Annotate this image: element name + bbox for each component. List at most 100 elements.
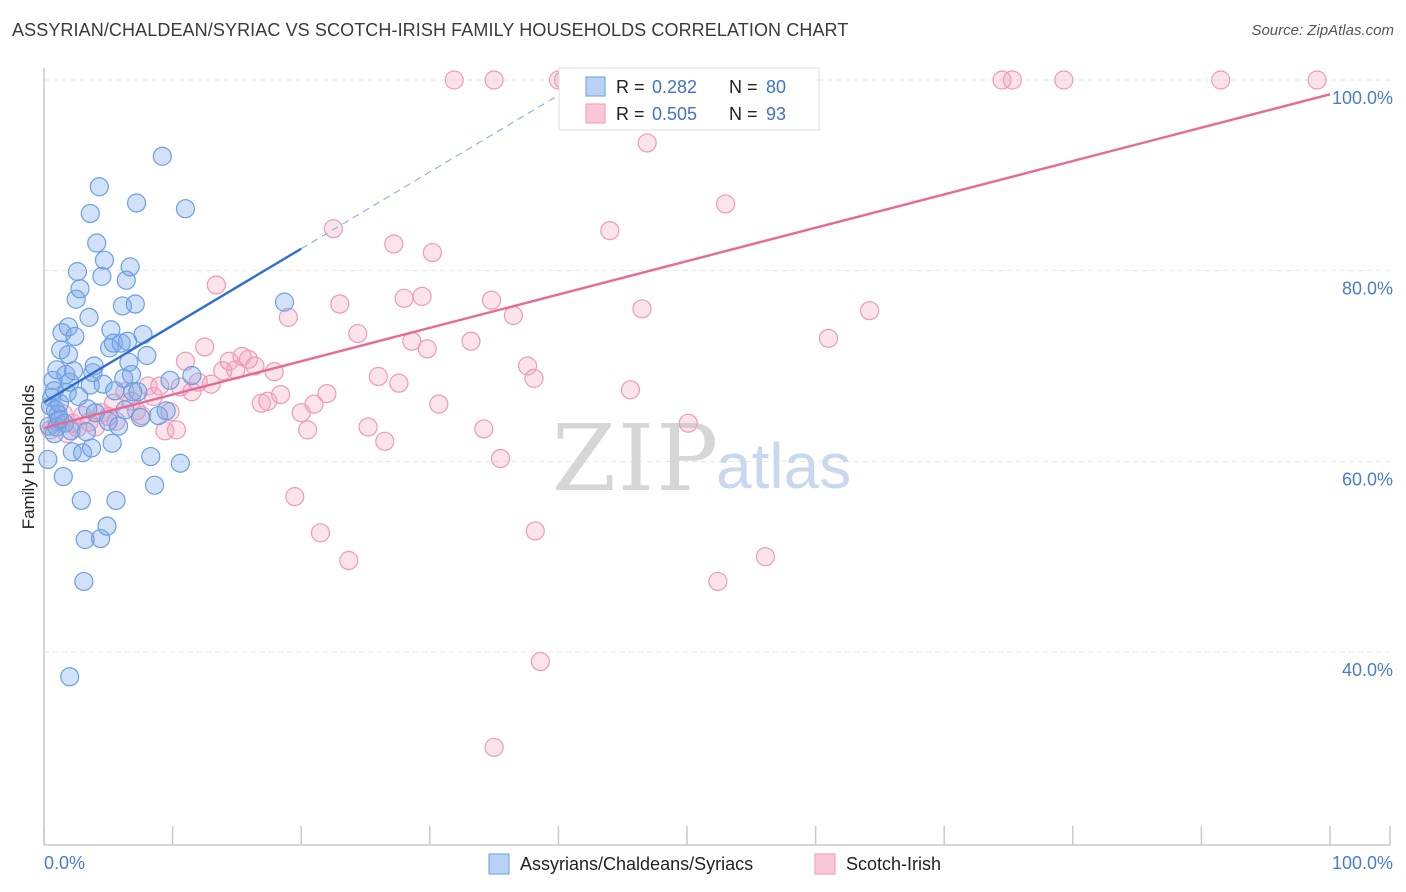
assyrian-point (58, 344, 79, 365)
assyrian-point (108, 416, 129, 436)
scotch-irish-point (490, 448, 511, 469)
scotch-irish-point (503, 305, 523, 326)
scotch-irish-point (525, 521, 545, 541)
legend-swatch-assyrians (488, 853, 510, 875)
assyrian-point (130, 407, 151, 428)
scotch-irish-point (600, 221, 620, 241)
stats-r-label-pink: R = (616, 104, 645, 124)
scotch-irish-point (206, 275, 226, 295)
scotch-irish-point (481, 290, 502, 310)
scotch-irish-point (755, 547, 776, 567)
stats-swatch-blue (585, 76, 606, 97)
scotch-irish-point (637, 133, 657, 153)
scotch-irish-point (375, 431, 395, 451)
assyrian-point (121, 364, 142, 385)
y-axis-tick-labels: 40.0% 60.0% 80.0% 100.0% (1332, 88, 1393, 680)
y-tick-label-60: 60.0% (1342, 469, 1393, 489)
legend-swatch-scotch-irish (814, 853, 836, 875)
assyrian-point (120, 257, 140, 277)
assyrian-point (80, 203, 100, 224)
assyrian-point (274, 292, 295, 312)
y-axis-title: Family Households (19, 385, 38, 530)
source-label: Source: ZipAtlas.com (1251, 22, 1394, 39)
scotch-irish-point (715, 194, 736, 214)
assyrian-point (103, 333, 124, 353)
assyrian-point (175, 199, 196, 219)
axes (43, 68, 1390, 846)
assyrian-point (71, 490, 91, 511)
assyrian-point (65, 326, 85, 347)
watermark-atlas: atlas (716, 430, 851, 502)
assyrian-point (38, 449, 58, 470)
stats-n-label-blue: N = (729, 77, 758, 97)
assyrian-point (170, 453, 190, 473)
scotch-irish-point (298, 420, 318, 440)
scotch-irish-point (484, 737, 504, 757)
assyrian-point (62, 442, 82, 462)
scotch-irish-point (150, 376, 170, 396)
scotch-irish-point (474, 419, 494, 439)
assyrian-point (76, 422, 97, 442)
assyrian-point (92, 266, 112, 286)
scotch-irish-point (517, 356, 538, 376)
scotch-irish-point (278, 307, 298, 327)
scotch-irish-point (1307, 70, 1327, 90)
assyrian-point (63, 361, 84, 381)
assyrian-point (67, 262, 88, 282)
assyrian-point (119, 352, 139, 372)
legend-label-assyrians: Assyrians/Chaldeans/Syriacs (520, 854, 753, 874)
scotch-irish-trend-line (43, 93, 1331, 430)
scotch-irish-point (422, 242, 442, 263)
legend: Assyrians/Chaldeans/Syriacs Scotch-Irish (488, 853, 941, 875)
stats-swatch-pink (585, 103, 606, 124)
assyrian-point (152, 146, 172, 166)
watermark-zip: ZIP (552, 405, 720, 512)
scotch-irish-point (358, 417, 378, 437)
assyrian-point (74, 571, 94, 592)
scotch-irish-point (285, 487, 305, 507)
trend-lines (43, 93, 1331, 430)
assyrian-point (75, 529, 95, 550)
assyrian-point (89, 177, 109, 197)
x-tick-label-max: 100.0% (1332, 853, 1393, 873)
stats-r-label-blue: R = (616, 77, 645, 97)
scotch-irish-point (310, 523, 331, 543)
assyrian-point (123, 382, 143, 402)
assyrian-point (47, 360, 67, 380)
scotch-irish-point (1211, 70, 1231, 90)
scotch-irish-point (860, 301, 880, 321)
scotch-irish-point (166, 420, 187, 440)
stats-box: R = 0.282 N = 80 R = 0.505 N = 93 (558, 67, 820, 131)
scotch-irish-point (1054, 70, 1074, 90)
scotch-irish-point (323, 219, 343, 239)
scotch-irish-point (992, 70, 1012, 90)
assyrian-point (126, 193, 147, 213)
scotch-irish-point (245, 356, 265, 376)
scotch-irish-point (195, 337, 215, 357)
assyrian-point (70, 279, 90, 299)
stats-r-value-blue: 0.282 (652, 77, 697, 97)
assyrian-point (81, 438, 102, 458)
scotch-irish-point (304, 394, 324, 414)
scotch-irish-point (348, 323, 368, 344)
assyrian-point (137, 345, 157, 366)
scotch-irish-point (368, 366, 388, 387)
assyrian-trend-line (43, 247, 302, 404)
assyrian-point (60, 667, 80, 687)
assyrian-point (144, 475, 165, 495)
scotch-irish-point (389, 373, 409, 393)
scotch-irish-point (330, 294, 350, 314)
scotch-irish-point (484, 70, 504, 90)
assyrian-point (66, 289, 86, 309)
assyrian-point (125, 294, 145, 314)
stats-n-label-pink: N = (729, 104, 758, 124)
scotch-irish-point (461, 331, 481, 351)
scotch-irish-points (40, 70, 1327, 757)
assyrian-point (90, 528, 111, 549)
x-axis-ticks (43, 826, 1391, 845)
scotch-irish-point (524, 368, 544, 388)
scotch-irish-point (620, 380, 641, 400)
x-tick-label-min: 0.0% (44, 853, 85, 873)
scotch-irish-point (412, 286, 432, 307)
scotch-irish-point (444, 70, 464, 90)
